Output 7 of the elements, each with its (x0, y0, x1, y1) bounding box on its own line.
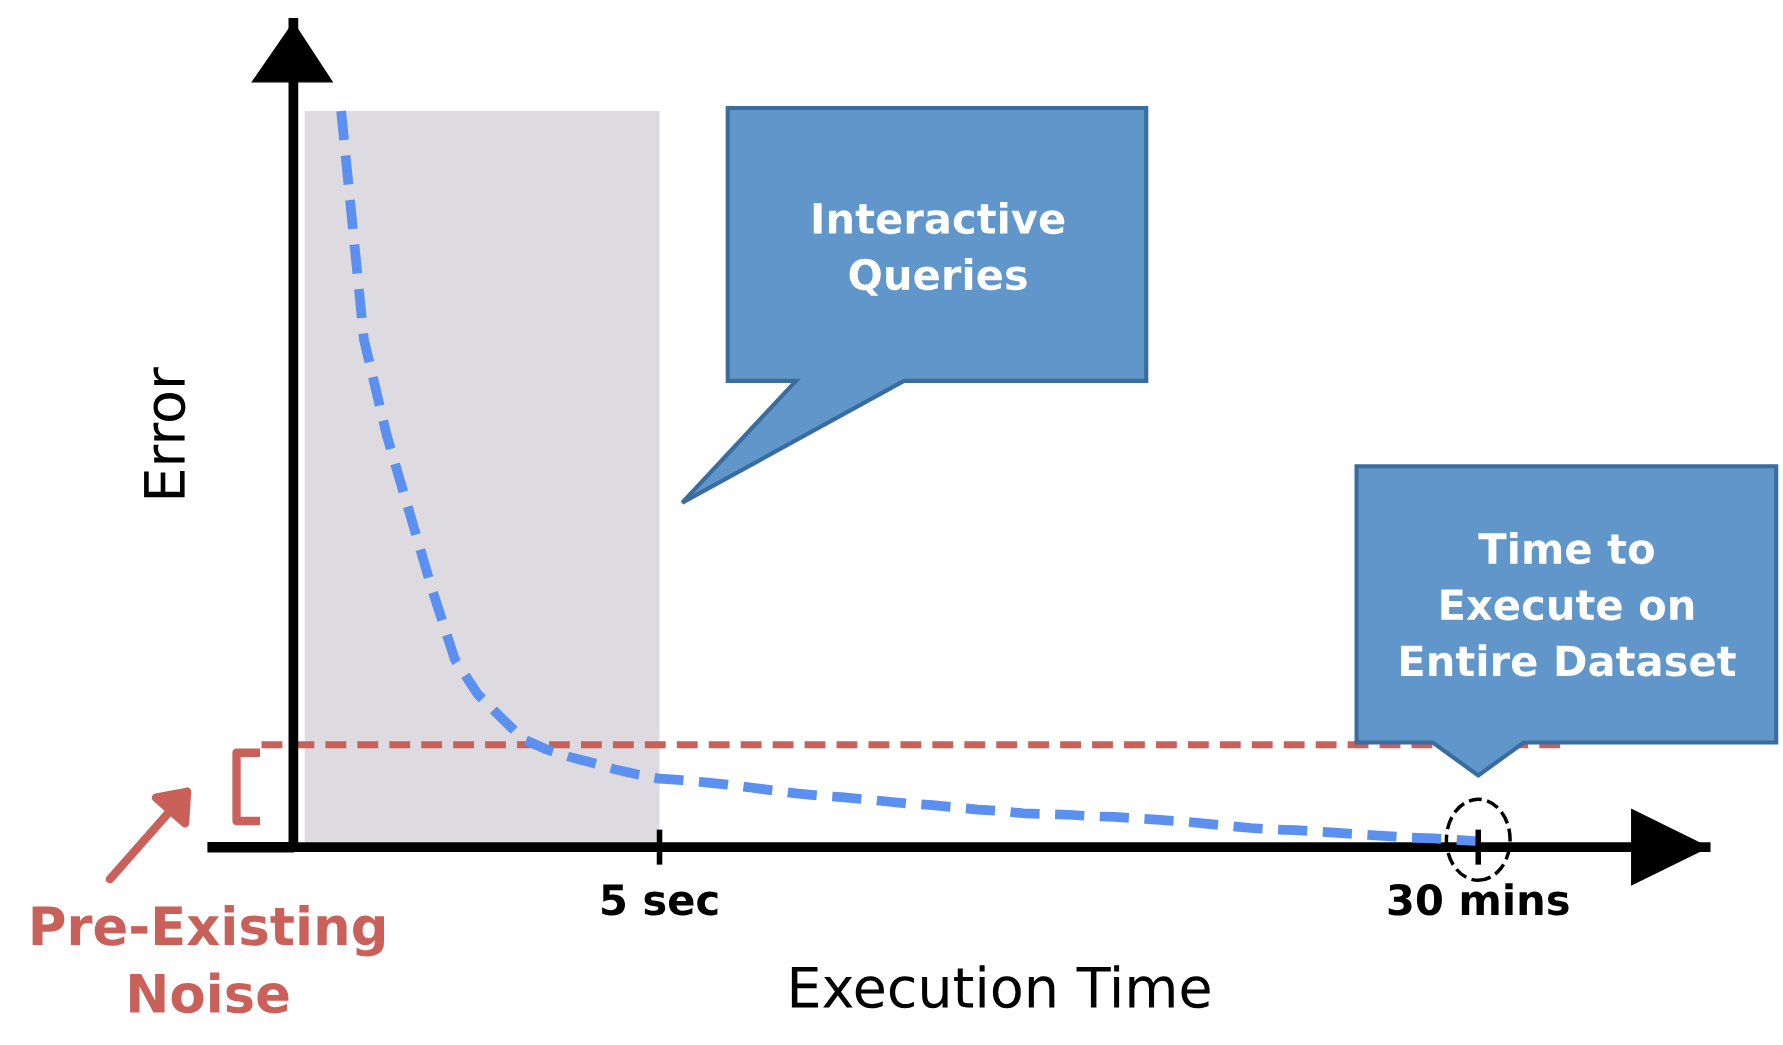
annotation: Interactive Queries (813, 201, 1065, 296)
y-axis-title: Error (144, 367, 186, 498)
text: Pre-Existing Noise (32, 904, 385, 1014)
x-axis-title: Execution Time (791, 965, 1210, 1009)
x-tick-label: 30 mins (1388, 883, 1569, 916)
x-tick-label: 5 sec (602, 884, 718, 916)
annotation: Time to Execute on Entire Dataset (1401, 532, 1736, 677)
